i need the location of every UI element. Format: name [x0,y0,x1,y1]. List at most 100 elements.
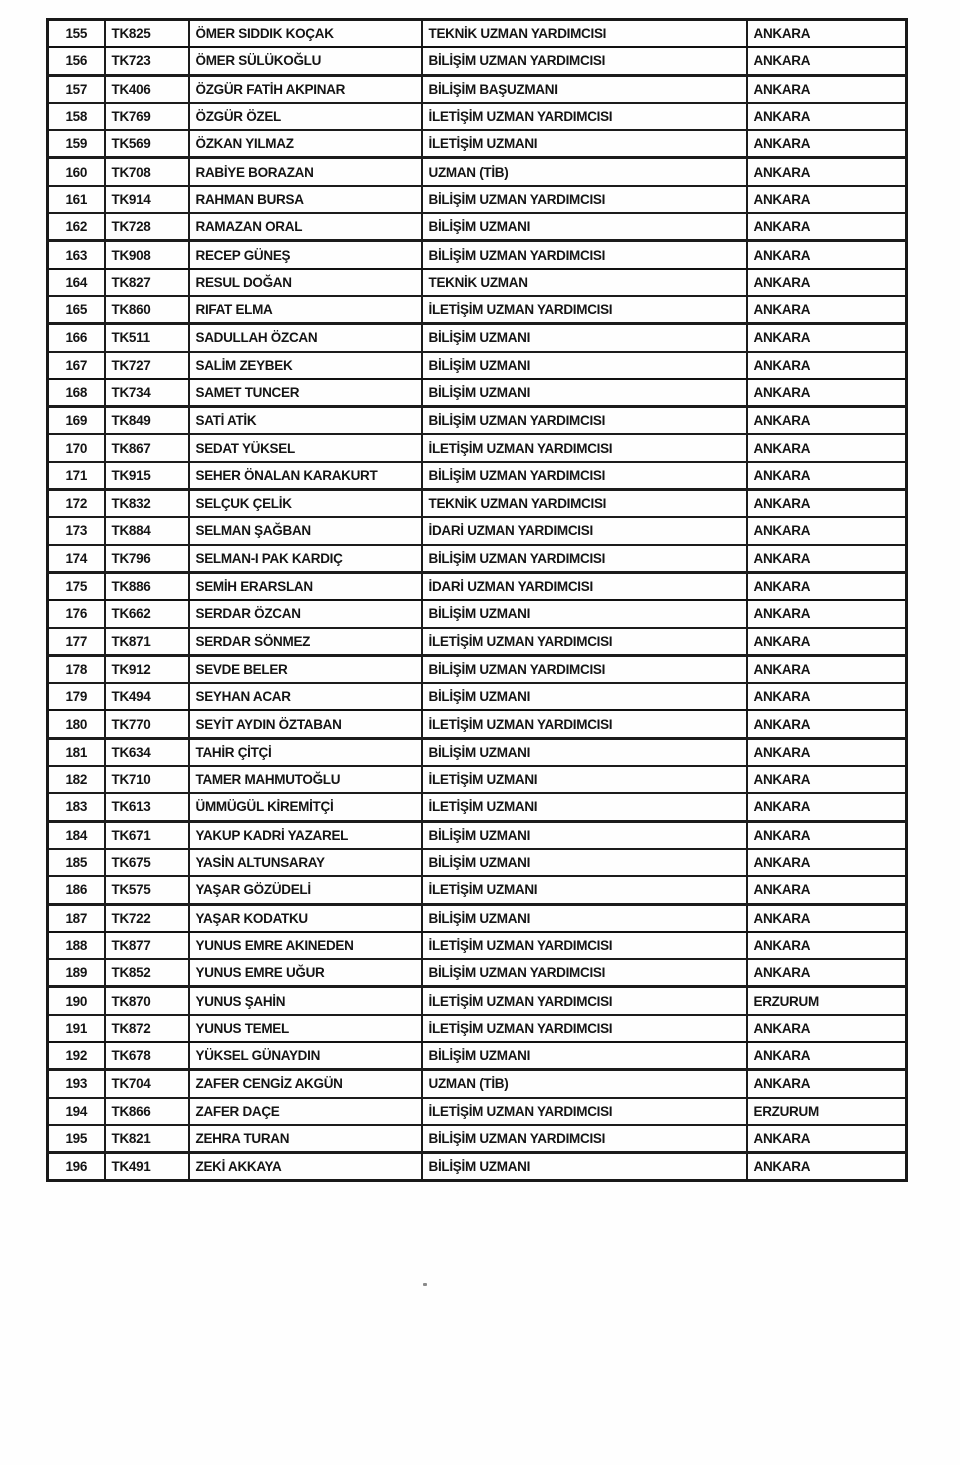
cell-title: BİLİŞİM UZMAN YARDIMCISI [420,46,748,77]
cell-row-number: 157 [46,73,106,104]
cell-name: SERDAR ÖZCAN [187,599,423,629]
cell-city: ANKARA [745,18,908,49]
cell-row-number: 193 [46,1068,106,1099]
table-row: 176 TK662 SERDAR ÖZCAN BİLİŞİM UZMANI ANKARA [46,599,908,629]
table-row: 157 TK406 ÖZGÜR FATİH AKPINAR BİLİŞİM BAŞUZ… [46,73,908,104]
cell-title: İLETİŞİM UZMAN YARDIMCISI [420,1013,748,1043]
table-row: 165 TK860 RIFAT ELMA İLETİŞİM UZMAN YARDIMC… [46,294,908,325]
cell-row-number: 189 [46,958,106,988]
cell-code: TK708 [103,156,190,187]
cell-title: BİLİŞİM UZMANI [420,736,748,768]
cell-title: BİLİŞİM UZMAN YARDIMCISI [420,184,748,215]
cell-row-number: 182 [46,765,106,795]
cell-row-number: 170 [46,433,106,463]
cell-title: BİLİŞİM UZMAN YARDIMCISI [420,239,748,270]
cell-city: ANKARA [745,599,908,629]
cell-code: TK849 [103,405,190,436]
cell-name: YUNUS ŞAHİN [187,985,423,1016]
cell-code: TK884 [103,516,190,546]
cell-row-number: 167 [46,350,106,380]
cell-row-number: 186 [46,875,106,905]
cell-title: BİLİŞİM UZMAN YARDIMCISI [420,1123,748,1154]
table-row: 166 TK511 SADULLAH ÖZCAN BİLİŞİM UZMANI ANKA… [46,322,908,353]
cell-title: BİLİŞİM UZMAN YARDIMCISI [420,653,748,685]
cell-city: ANKARA [745,267,908,297]
cell-city: ANKARA [745,792,908,823]
table-row: 167 TK727 SALİM ZEYBEK BİLİŞİM UZMANI ANKARA [46,350,908,380]
cell-row-number: 160 [46,156,106,187]
cell-title: TEKNİK UZMAN [420,267,748,297]
cell-code: TK770 [103,709,190,740]
cell-code: TK908 [103,239,190,270]
cell-title: UZMAN (TİB) [420,1068,748,1099]
cell-city: ANKARA [745,488,908,519]
cell-name: SEMİH ERARSLAN [187,570,423,602]
cell-city: ANKARA [745,1151,908,1182]
table-row: 163 TK908 RECEP GÜNEŞ BİLİŞİM UZMAN YARDIMC… [46,239,908,270]
cell-name: ZEKİ AKKAYA [187,1151,423,1182]
table-row: 192 TK678 YÜKSEL GÜNAYDIN BİLİŞİM UZMANI ANK… [46,1040,908,1071]
cell-city: ANKARA [745,875,908,905]
cell-row-number: 155 [46,18,106,49]
cell-title: İLETİŞİM UZMANI [420,129,748,159]
cell-name: ZEHRA TURAN [187,1123,423,1154]
cell-title: BİLİŞİM UZMANI [420,902,748,933]
cell-city: ANKARA [745,516,908,546]
cell-row-number: 164 [46,267,106,297]
cell-city: ANKARA [745,736,908,768]
cell-city: ANKARA [745,294,908,325]
cell-row-number: 178 [46,653,106,685]
cell-row-number: 163 [46,239,106,270]
cell-city: ANKARA [745,433,908,463]
table-row: 187 TK722 YAŞAR KODATKU BİLİŞİM UZMANI ANKAR… [46,902,908,933]
cell-city: ANKARA [745,239,908,270]
table-row: 190 TK870 YUNUS ŞAHİN İLETİŞİM UZMAN YARDIM… [46,985,908,1016]
cell-title: İLETİŞİM UZMANI [420,792,748,823]
cell-title: BİLİŞİM UZMANI [420,847,748,878]
cell-title: İLETİŞİM UZMAN YARDIMCISI [420,1096,748,1126]
cell-name: YUNUS EMRE UĞUR [187,958,423,988]
table-row: 191 TK872 YUNUS TEMEL İLETİŞİM UZMAN YARDIM… [46,1013,908,1043]
cell-name: TAHİR ÇİTÇİ [187,736,423,768]
cell-row-number: 194 [46,1096,106,1126]
table-row: 195 TK821 ZEHRA TURAN BİLİŞİM UZMAN YARDIMC… [46,1123,908,1154]
cell-code: TK723 [103,46,190,77]
cell-name: ÖZGÜR FATİH AKPINAR [187,73,423,104]
cell-code: TK871 [103,626,190,657]
cell-code: TK877 [103,930,190,961]
cell-code: TK914 [103,184,190,215]
cell-name: ÖMER SIDDIK KOÇAK [187,18,423,49]
cell-name: SEVDE BELER [187,653,423,685]
cell-title: BİLİŞİM UZMAN YARDIMCISI [420,958,748,988]
table-row: 177 TK871 SERDAR SÖNMEZ İLETİŞİM UZMAN YARD… [46,626,908,657]
cell-row-number: 175 [46,570,106,602]
cell-name: YÜKSEL GÜNAYDIN [187,1040,423,1071]
cell-title: BİLİŞİM UZMANI [420,322,748,353]
cell-row-number: 162 [46,212,106,242]
cell-name: SELÇUK ÇELİK [187,488,423,519]
cell-title: İLETİŞİM UZMAN YARDIMCISI [420,626,748,657]
cell-name: RAMAZAN ORAL [187,212,423,242]
cell-row-number: 173 [46,516,106,546]
cell-name: YAŞAR KODATKU [187,902,423,933]
cell-name: ÖZKAN YILMAZ [187,129,423,159]
cell-code: TK852 [103,958,190,988]
table-row: 162 TK728 RAMAZAN ORAL BİLİŞİM UZMANI ANKARA [46,212,908,242]
cell-row-number: 196 [46,1151,106,1182]
cell-title: BİLİŞİM UZMANI [420,377,748,408]
cell-title: İLETİŞİM UZMANI [420,875,748,905]
table-row: 185 TK675 YASİN ALTUNSARAY BİLİŞİM UZMANI AN… [46,847,908,878]
cell-title: İLETİŞİM UZMAN YARDIMCISI [420,985,748,1016]
cell-code: TK734 [103,377,190,408]
cell-row-number: 174 [46,543,106,574]
cell-city: ANKARA [745,1068,908,1099]
cell-name: SALİM ZEYBEK [187,350,423,380]
cell-code: TK825 [103,18,190,49]
cell-title: BİLİŞİM UZMAN YARDIMCISI [420,460,748,491]
cell-city: ANKARA [745,101,908,132]
cell-name: RAHMAN BURSA [187,184,423,215]
cell-city: ANKARA [745,129,908,159]
cell-row-number: 177 [46,626,106,657]
cell-row-number: 158 [46,101,106,132]
